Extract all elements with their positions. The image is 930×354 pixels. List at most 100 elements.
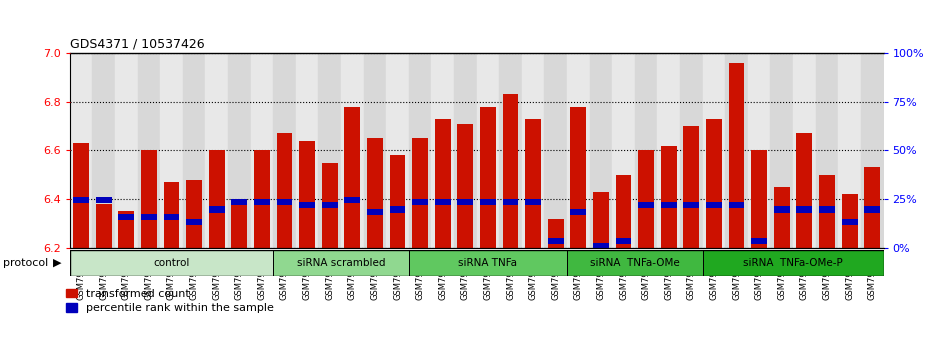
Bar xyxy=(661,145,677,248)
Bar xyxy=(70,53,92,248)
Bar xyxy=(842,218,857,225)
Bar xyxy=(73,143,89,248)
Bar xyxy=(703,250,884,276)
Bar xyxy=(432,53,454,248)
Bar xyxy=(525,199,541,205)
Bar xyxy=(390,155,405,248)
Bar xyxy=(254,150,270,248)
Bar xyxy=(435,119,451,248)
Bar xyxy=(322,162,338,248)
Bar xyxy=(748,53,770,248)
Bar xyxy=(141,214,157,220)
Bar xyxy=(796,206,812,212)
Bar xyxy=(390,206,405,212)
Bar xyxy=(276,199,292,205)
Bar xyxy=(864,167,880,248)
Bar xyxy=(567,53,590,248)
Bar xyxy=(367,138,383,248)
Bar xyxy=(616,175,631,248)
Bar xyxy=(819,206,835,212)
Bar xyxy=(254,199,270,205)
Bar xyxy=(658,53,680,248)
Bar xyxy=(544,53,567,248)
Text: siRNA TNFa: siRNA TNFa xyxy=(458,258,517,268)
Bar xyxy=(344,197,360,203)
Bar xyxy=(476,53,499,248)
Bar xyxy=(548,218,564,248)
Bar xyxy=(186,179,202,248)
Bar xyxy=(593,192,609,248)
Bar xyxy=(364,53,386,248)
Bar xyxy=(480,199,496,205)
Text: siRNA  TNFa-OMe: siRNA TNFa-OMe xyxy=(590,258,680,268)
Bar xyxy=(522,53,544,248)
Bar xyxy=(160,53,183,248)
Bar xyxy=(208,206,224,212)
Text: siRNA  TNFa-OMe-P: siRNA TNFa-OMe-P xyxy=(743,258,843,268)
Bar xyxy=(206,53,228,248)
Bar xyxy=(480,107,496,248)
Bar xyxy=(612,53,635,248)
Bar xyxy=(638,201,654,208)
Bar xyxy=(458,199,473,205)
Bar xyxy=(250,53,273,248)
Bar xyxy=(684,201,699,208)
Bar xyxy=(499,53,522,248)
Bar xyxy=(774,187,790,248)
Bar xyxy=(842,194,857,248)
Bar xyxy=(412,199,428,205)
Bar xyxy=(729,201,745,208)
Bar xyxy=(318,53,341,248)
Bar xyxy=(232,199,247,205)
Bar xyxy=(296,53,318,248)
Bar xyxy=(548,238,564,244)
Bar xyxy=(635,53,658,248)
Bar xyxy=(502,95,518,248)
Bar xyxy=(409,250,567,276)
Bar xyxy=(164,214,179,220)
Bar xyxy=(706,201,722,208)
Bar xyxy=(502,199,518,205)
Bar xyxy=(299,141,315,248)
Bar xyxy=(96,197,112,203)
Bar xyxy=(164,182,179,248)
Bar xyxy=(729,63,745,248)
Bar xyxy=(751,238,767,244)
Bar xyxy=(661,201,677,208)
Bar xyxy=(386,53,409,248)
Bar xyxy=(96,204,112,248)
Bar xyxy=(567,250,703,276)
Bar xyxy=(725,53,748,248)
Bar xyxy=(412,138,428,248)
Bar xyxy=(706,119,722,248)
Bar xyxy=(118,211,134,248)
Bar xyxy=(273,250,409,276)
Text: GDS4371 / 10537426: GDS4371 / 10537426 xyxy=(70,38,205,51)
Bar xyxy=(299,201,315,208)
Bar xyxy=(454,53,476,248)
Bar xyxy=(861,53,884,248)
Bar xyxy=(322,201,338,208)
Bar xyxy=(118,214,134,220)
Bar xyxy=(232,199,247,248)
Bar xyxy=(138,53,160,248)
Bar xyxy=(141,150,157,248)
Bar xyxy=(92,53,115,248)
Bar xyxy=(435,199,451,205)
Bar xyxy=(770,53,793,248)
Bar xyxy=(273,53,296,248)
Bar xyxy=(796,133,812,248)
Bar xyxy=(638,150,654,248)
Bar xyxy=(186,218,202,225)
Bar xyxy=(864,206,880,212)
Text: ▶: ▶ xyxy=(53,258,61,268)
Bar xyxy=(819,175,835,248)
Bar xyxy=(680,53,703,248)
Bar xyxy=(590,53,612,248)
Bar xyxy=(183,53,206,248)
Bar xyxy=(228,53,250,248)
Bar xyxy=(73,197,89,203)
Bar xyxy=(276,133,292,248)
Text: siRNA scrambled: siRNA scrambled xyxy=(297,258,385,268)
Bar xyxy=(616,238,631,244)
